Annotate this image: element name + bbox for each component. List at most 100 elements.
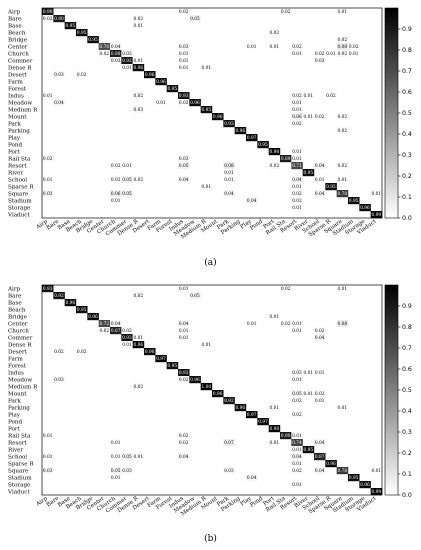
cell-value-label: 0.96 bbox=[134, 66, 144, 71]
heatmap-cell bbox=[178, 43, 190, 51]
row-tick-label: Resort bbox=[8, 441, 27, 447]
heatmap-cell bbox=[76, 306, 88, 314]
cell-value-label: 0.01 bbox=[326, 52, 336, 57]
cell-value-label: 1.00 bbox=[202, 385, 212, 390]
heatmap-cell bbox=[291, 446, 303, 454]
heatmap-cell bbox=[166, 362, 179, 370]
heatmap-cell bbox=[132, 292, 145, 300]
heatmap-cell bbox=[212, 113, 224, 121]
heatmap-cell bbox=[291, 162, 303, 170]
row-tick-label: Viaduct bbox=[7, 490, 30, 496]
row-tick-label: Meadow bbox=[8, 101, 32, 107]
heatmap-cell bbox=[370, 488, 383, 496]
heatmap-cell bbox=[280, 8, 292, 16]
heatmap-cell bbox=[178, 92, 190, 100]
heatmap-cell bbox=[200, 341, 213, 349]
cell-value-label: 0.04 bbox=[292, 178, 302, 183]
heatmap-cell bbox=[291, 183, 303, 191]
cell-value-label: 0.02 bbox=[315, 115, 325, 120]
heatmap-cell bbox=[314, 190, 326, 198]
colorbar-tick-label: 0.9 bbox=[402, 26, 412, 33]
cell-value-label: 0.96 bbox=[326, 462, 336, 467]
heatmap-cell bbox=[336, 8, 349, 16]
cell-value-label: 0.01 bbox=[224, 178, 234, 183]
cell-value-label: 0.08 bbox=[338, 45, 348, 50]
colorbar-tick-label: 0.4 bbox=[402, 408, 412, 415]
heatmap-frame bbox=[41, 284, 383, 496]
cell-value-label: 0.05 bbox=[111, 469, 121, 474]
cell-value-label: 0.01 bbox=[292, 108, 302, 113]
heatmap-cell bbox=[291, 113, 303, 121]
heatmap-cell bbox=[132, 176, 145, 184]
heatmap-cell bbox=[223, 169, 235, 177]
heatmap-cell bbox=[291, 327, 303, 335]
heatmap-cell bbox=[110, 320, 122, 328]
heatmap-cell bbox=[189, 99, 201, 107]
heatmap-cell bbox=[121, 57, 133, 65]
heatmap-cell bbox=[76, 348, 88, 356]
cell-value-label: 0.93 bbox=[43, 287, 53, 292]
cell-value-label: 0.02 bbox=[179, 10, 189, 15]
heatmap-cell bbox=[268, 404, 281, 412]
heatmap-cell bbox=[121, 467, 133, 475]
heatmap-cell bbox=[42, 285, 54, 293]
row-tick-label: Rail Sta bbox=[8, 157, 31, 163]
cell-value-label: 0.01 bbox=[179, 287, 189, 292]
heatmap-cell bbox=[291, 432, 303, 440]
heatmap-cell bbox=[178, 64, 190, 72]
cell-value-label: 0.05 bbox=[190, 17, 200, 22]
heatmap-cell bbox=[370, 211, 383, 219]
cell-value-label: 0.02 bbox=[77, 73, 87, 78]
heatmap-cell bbox=[110, 162, 122, 170]
heatmap-cell bbox=[291, 148, 303, 156]
row-tick-label: Parking bbox=[8, 129, 30, 135]
cell-value-label: 0.02 bbox=[281, 322, 291, 327]
cell-value-label: 0.01 bbox=[304, 115, 314, 120]
heatmap-cell bbox=[132, 334, 145, 342]
row-tick-label: Port bbox=[8, 427, 21, 433]
row-tick-label: Pond bbox=[8, 420, 23, 426]
heatmap-cell bbox=[98, 320, 111, 328]
heatmap-cell bbox=[246, 320, 258, 328]
heatmap-cell bbox=[336, 467, 349, 475]
row-tick-label: Bare bbox=[8, 294, 22, 300]
heatmap-cell bbox=[42, 432, 54, 440]
heatmap-cell bbox=[110, 43, 122, 51]
colorbar-tick-label: 0.4 bbox=[402, 131, 412, 138]
colorbar-tick-label: 0.0 bbox=[402, 492, 412, 499]
cell-value-label: 0.02 bbox=[134, 385, 144, 390]
heatmap-cell bbox=[291, 320, 303, 328]
heatmap-cell bbox=[314, 453, 326, 461]
cell-value-label: 0.88 bbox=[111, 52, 121, 57]
cell-value-label: 0.01 bbox=[134, 24, 144, 29]
cell-value-label: 0.01 bbox=[43, 455, 53, 460]
cell-value-label: 0.01 bbox=[338, 287, 348, 292]
heatmap-cell bbox=[178, 320, 190, 328]
cell-value-label: 0.02 bbox=[292, 199, 302, 204]
cell-value-label: 0.02 bbox=[77, 350, 87, 355]
row-tick-label: Forest bbox=[8, 364, 27, 370]
cell-value-label: 0.04 bbox=[292, 455, 302, 460]
row-tick-label: Commer bbox=[8, 59, 33, 65]
cell-value-label: 0.95 bbox=[77, 308, 87, 313]
heatmap-cell bbox=[42, 453, 54, 461]
cell-value-label: 0.01 bbox=[292, 185, 302, 190]
cell-value-label: 0.01 bbox=[122, 343, 132, 348]
cell-value-label: 0.02 bbox=[349, 45, 359, 50]
heatmap-cell bbox=[132, 92, 145, 100]
heatmap-cell bbox=[121, 341, 133, 349]
row-tick-label: Mount bbox=[8, 115, 27, 121]
cell-value-label: 0.01 bbox=[315, 399, 325, 404]
colorbar-tick-label: 0.6 bbox=[402, 89, 412, 96]
heatmap-cell bbox=[76, 29, 88, 37]
row-tick-label: Church bbox=[8, 52, 29, 58]
cell-value-label: 0.04 bbox=[179, 178, 189, 183]
cell-value-label: 0.03 bbox=[54, 378, 64, 383]
heatmap-cell bbox=[87, 313, 99, 321]
heatmap-cell bbox=[178, 176, 190, 184]
cell-value-label: 0.02 bbox=[338, 52, 348, 57]
row-tick-label: Park bbox=[8, 122, 22, 128]
heatmap-cell bbox=[178, 376, 190, 384]
heatmap-cell bbox=[291, 376, 303, 384]
